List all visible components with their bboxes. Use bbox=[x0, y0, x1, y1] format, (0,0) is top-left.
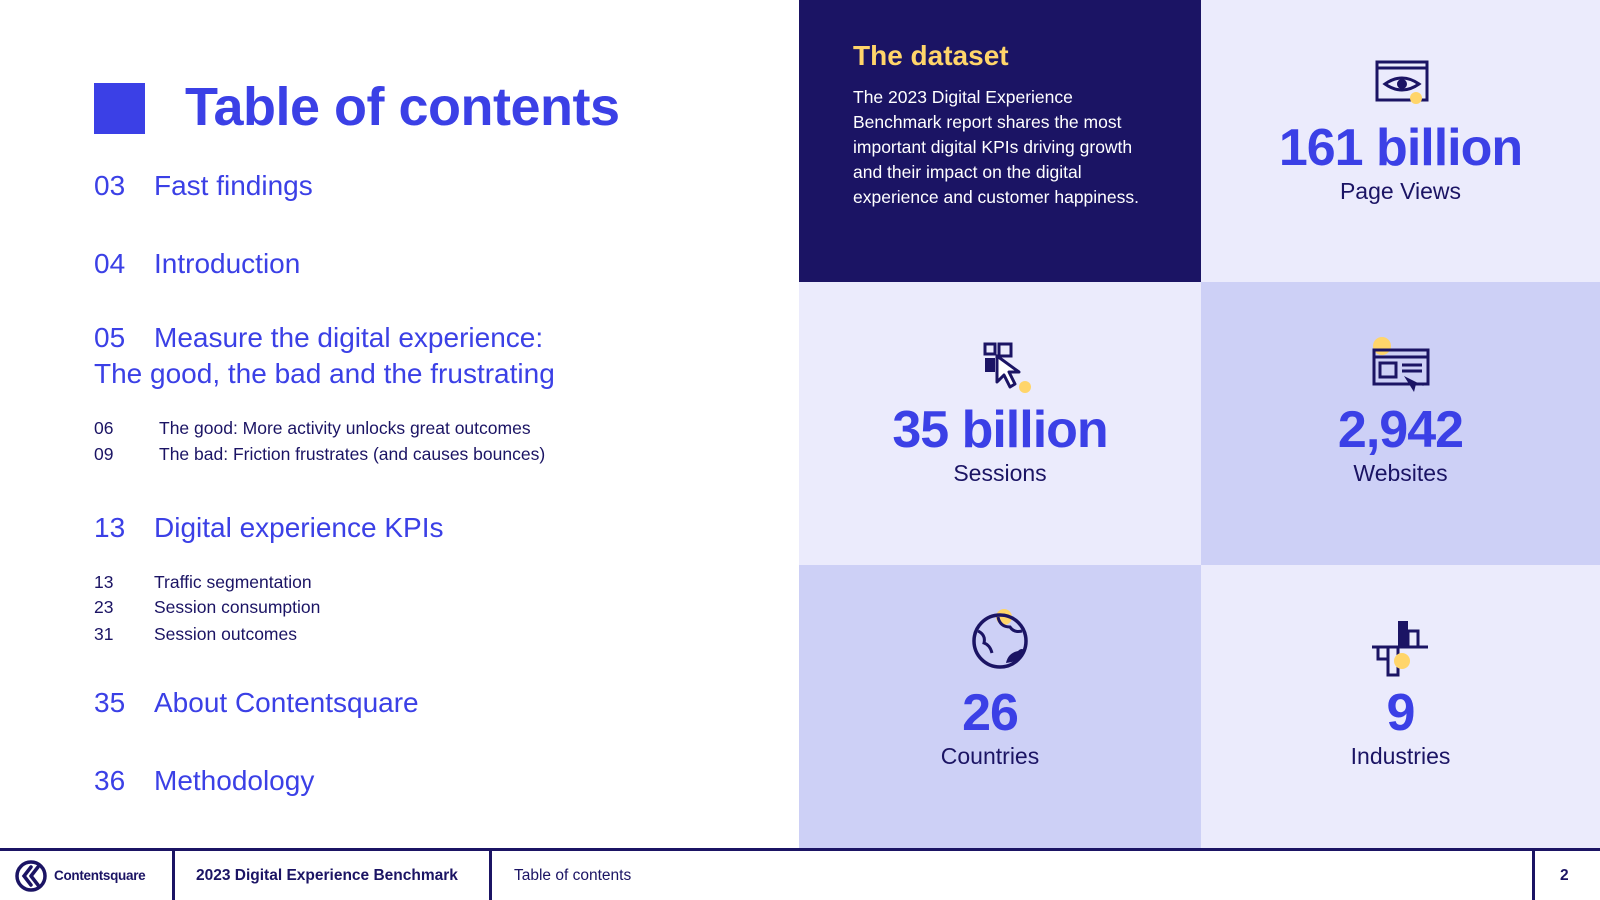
brand-name: Contentsquare bbox=[54, 868, 146, 883]
toc-entry-number: 35 bbox=[94, 687, 126, 718]
toc-subentry-number: 09 bbox=[94, 444, 114, 464]
toc-entry-label: Measure the digital experience: bbox=[154, 322, 544, 353]
toc-subentry-number: 06 bbox=[94, 418, 114, 438]
toc-subentry-number: 13 bbox=[94, 572, 114, 592]
toc-entry-number: 13 bbox=[94, 512, 126, 543]
stat-value: 2,942 bbox=[1337, 401, 1464, 459]
stat-tile-countries: 26 Countries bbox=[799, 565, 1201, 848]
toc-subentry-label: The good: More activity unlocks great ou… bbox=[159, 418, 531, 438]
toc-subentry-outcomes[interactable]: 31 Session outcomes bbox=[94, 622, 297, 646]
toc-subentry-label: Traffic segmentation bbox=[154, 572, 312, 592]
page-title: Table of contents bbox=[185, 77, 620, 137]
toc-subentry-good[interactable]: 06 The good: More activity unlocks great … bbox=[94, 416, 531, 440]
toc-entry-fast-findings[interactable]: 03 Fast findings bbox=[94, 168, 313, 204]
toc-entry-introduction[interactable]: 04 Introduction bbox=[94, 246, 300, 282]
toc-subentry-number: 23 bbox=[94, 597, 114, 617]
footer-report-title: 2023 Digital Experience Benchmark bbox=[196, 866, 458, 884]
dataset-heading: The dataset bbox=[853, 40, 1009, 71]
title-square-decoration bbox=[94, 83, 145, 134]
footer-divider bbox=[172, 851, 175, 900]
stat-value: 9 bbox=[1386, 684, 1416, 742]
toc-entry-number: 04 bbox=[94, 248, 126, 279]
stat-label: Sessions bbox=[953, 460, 1047, 486]
stat-tile-websites: 2,942 Websites bbox=[1201, 282, 1600, 565]
toc-entry-methodology[interactable]: 36 Methodology bbox=[94, 763, 314, 799]
toc-subentry-number: 31 bbox=[94, 624, 114, 644]
industry-blocks-icon bbox=[1372, 621, 1428, 677]
toc-entry-about[interactable]: 35 About Contentsquare bbox=[94, 685, 419, 721]
toc-subentry-traffic[interactable]: 13 Traffic segmentation bbox=[94, 570, 312, 594]
toc-subentry-label: Session consumption bbox=[154, 597, 321, 617]
footer-bar: Contentsquare 2023 Digital Experience Be… bbox=[0, 848, 1600, 900]
stat-value: 26 bbox=[962, 684, 1019, 742]
stat-label: Page Views bbox=[1339, 178, 1462, 204]
browser-window-icon bbox=[1372, 337, 1430, 392]
stat-label: Countries bbox=[940, 743, 1040, 769]
contentsquare-logo-icon bbox=[15, 859, 47, 892]
stat-label: Industries bbox=[1350, 743, 1451, 769]
toc-subentry-label: The bad: Friction frustrates (and causes… bbox=[159, 444, 546, 464]
stat-value: 161 billion bbox=[1278, 119, 1523, 177]
footer-section-name: Table of contents bbox=[514, 866, 632, 884]
toc-entry-label: About Contentsquare bbox=[154, 687, 419, 718]
dataset-panel: The dataset The 2023 Digital Experience … bbox=[799, 0, 1201, 282]
toc-entry-measure[interactable]: 05 Measure the digital experience: The go… bbox=[94, 320, 555, 392]
toc-entry-label-line2: The good, the bad and the frustrating bbox=[94, 358, 555, 389]
toc-entry-label: Fast findings bbox=[154, 170, 313, 201]
footer-divider bbox=[1532, 851, 1535, 900]
toc-entry-label: Introduction bbox=[154, 248, 301, 279]
toc-subentry-bad[interactable]: 09 The bad: Friction frustrates (and caus… bbox=[94, 442, 545, 466]
footer-divider bbox=[489, 851, 492, 900]
brand-logo[interactable]: Contentsquare bbox=[14, 851, 146, 900]
toc-subentry-label: Session outcomes bbox=[154, 624, 297, 644]
toc-entry-number: 36 bbox=[94, 765, 126, 796]
stat-label: Websites bbox=[1353, 460, 1448, 486]
stat-value: 35 billion bbox=[892, 401, 1108, 459]
toc-entry-number: 05 bbox=[94, 322, 126, 353]
stat-tile-page-views: 161 billion Page Views bbox=[1201, 0, 1600, 282]
stat-tile-sessions: 35 billion Sessions bbox=[799, 282, 1201, 565]
toc-entry-label: Methodology bbox=[154, 765, 315, 796]
eye-screen-icon bbox=[1375, 60, 1429, 104]
cursor-click-icon bbox=[983, 342, 1031, 393]
stat-tile-industries: 9 Industries bbox=[1201, 565, 1600, 848]
dataset-description: The 2023 Digital Experience Benchmark re… bbox=[853, 87, 1140, 207]
globe-icon bbox=[972, 609, 1028, 669]
page-number: 2 bbox=[1560, 866, 1569, 884]
toc-entry-number: 03 bbox=[94, 170, 126, 201]
toc-subentry-consumption[interactable]: 23 Session consumption bbox=[94, 595, 320, 619]
toc-entry-label: Digital experience KPIs bbox=[154, 512, 444, 543]
toc-entry-kpis[interactable]: 13 Digital experience KPIs bbox=[94, 510, 443, 546]
